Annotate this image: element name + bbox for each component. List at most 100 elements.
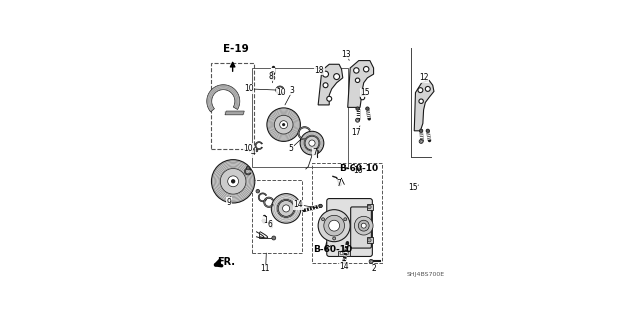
Circle shape bbox=[220, 169, 246, 194]
Text: 12: 12 bbox=[419, 73, 429, 82]
Text: 6: 6 bbox=[268, 220, 273, 229]
Circle shape bbox=[344, 218, 347, 221]
Circle shape bbox=[324, 215, 344, 236]
Circle shape bbox=[280, 121, 287, 129]
Circle shape bbox=[270, 226, 273, 228]
Circle shape bbox=[356, 119, 358, 121]
Circle shape bbox=[268, 109, 299, 140]
Bar bbox=[252, 180, 302, 253]
Circle shape bbox=[318, 210, 350, 242]
Text: 10: 10 bbox=[276, 88, 286, 97]
Circle shape bbox=[270, 76, 275, 80]
Circle shape bbox=[338, 182, 342, 186]
Circle shape bbox=[215, 163, 251, 199]
Circle shape bbox=[304, 135, 320, 151]
Circle shape bbox=[315, 150, 319, 154]
Circle shape bbox=[267, 108, 300, 141]
Circle shape bbox=[323, 83, 328, 88]
Text: 15: 15 bbox=[360, 88, 370, 97]
Circle shape bbox=[340, 252, 343, 255]
Circle shape bbox=[228, 176, 239, 187]
Circle shape bbox=[212, 161, 253, 202]
Circle shape bbox=[218, 166, 248, 197]
Circle shape bbox=[271, 111, 297, 138]
Circle shape bbox=[256, 150, 257, 151]
Circle shape bbox=[256, 189, 259, 193]
Circle shape bbox=[355, 78, 360, 83]
Circle shape bbox=[277, 199, 295, 218]
Bar bbox=[367, 237, 373, 243]
Circle shape bbox=[217, 165, 249, 197]
Circle shape bbox=[218, 166, 248, 196]
Text: 11: 11 bbox=[260, 264, 270, 273]
Text: 15: 15 bbox=[408, 183, 418, 192]
Circle shape bbox=[342, 260, 346, 264]
Circle shape bbox=[283, 205, 290, 212]
Circle shape bbox=[370, 260, 372, 262]
Circle shape bbox=[358, 220, 369, 231]
Circle shape bbox=[367, 205, 371, 209]
Text: B-60-10: B-60-10 bbox=[339, 164, 378, 173]
Text: 8: 8 bbox=[269, 72, 274, 81]
Circle shape bbox=[269, 110, 298, 140]
Circle shape bbox=[262, 221, 265, 223]
Polygon shape bbox=[259, 193, 266, 202]
Circle shape bbox=[356, 107, 359, 110]
Circle shape bbox=[262, 219, 266, 222]
Text: 14: 14 bbox=[339, 262, 349, 271]
Circle shape bbox=[282, 123, 285, 126]
Circle shape bbox=[323, 71, 328, 77]
Circle shape bbox=[231, 179, 236, 183]
Circle shape bbox=[269, 110, 298, 139]
Circle shape bbox=[321, 218, 324, 221]
Text: 14: 14 bbox=[294, 200, 303, 209]
Circle shape bbox=[273, 114, 294, 136]
Circle shape bbox=[418, 88, 423, 92]
Circle shape bbox=[356, 118, 360, 122]
Circle shape bbox=[278, 201, 294, 216]
Text: 18: 18 bbox=[315, 66, 324, 75]
Circle shape bbox=[309, 140, 315, 146]
Text: 4: 4 bbox=[250, 148, 255, 157]
Circle shape bbox=[275, 115, 293, 134]
Circle shape bbox=[271, 72, 275, 75]
Polygon shape bbox=[225, 111, 244, 115]
Circle shape bbox=[247, 167, 248, 168]
Circle shape bbox=[305, 136, 319, 150]
Text: FR.: FR. bbox=[218, 257, 236, 267]
Bar bbox=[211, 63, 254, 149]
Circle shape bbox=[271, 194, 301, 223]
Circle shape bbox=[214, 162, 252, 201]
Polygon shape bbox=[244, 168, 251, 175]
Circle shape bbox=[271, 77, 273, 79]
Text: 9: 9 bbox=[227, 198, 232, 207]
Circle shape bbox=[246, 166, 250, 169]
Circle shape bbox=[216, 164, 250, 198]
Circle shape bbox=[272, 113, 295, 136]
Circle shape bbox=[319, 204, 323, 208]
Polygon shape bbox=[207, 85, 240, 112]
Circle shape bbox=[354, 68, 359, 73]
Circle shape bbox=[419, 129, 423, 132]
Polygon shape bbox=[264, 197, 273, 207]
Circle shape bbox=[271, 113, 296, 137]
Circle shape bbox=[274, 115, 294, 134]
Text: 17: 17 bbox=[351, 128, 361, 137]
Circle shape bbox=[270, 111, 298, 138]
Circle shape bbox=[220, 168, 246, 195]
Bar bbox=[338, 251, 350, 256]
Circle shape bbox=[268, 109, 300, 140]
Circle shape bbox=[367, 238, 371, 242]
Circle shape bbox=[214, 163, 252, 200]
Circle shape bbox=[346, 252, 349, 255]
Text: 5: 5 bbox=[289, 144, 294, 153]
Bar bbox=[367, 204, 373, 210]
Circle shape bbox=[333, 74, 340, 80]
Circle shape bbox=[271, 112, 296, 137]
Polygon shape bbox=[414, 80, 434, 131]
Circle shape bbox=[273, 114, 294, 135]
Circle shape bbox=[426, 86, 430, 92]
FancyBboxPatch shape bbox=[351, 207, 371, 248]
Polygon shape bbox=[348, 60, 374, 108]
Polygon shape bbox=[318, 64, 343, 105]
